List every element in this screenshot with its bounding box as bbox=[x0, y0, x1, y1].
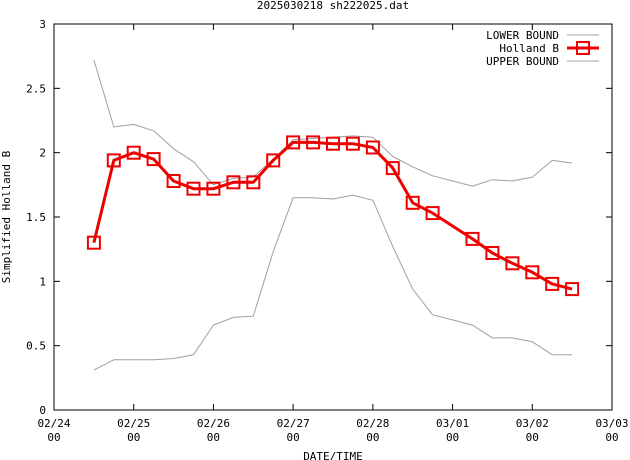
data-point-holland-b bbox=[166, 174, 181, 188]
y-tick-label: 0.5 bbox=[26, 340, 46, 353]
data-point-holland-b bbox=[425, 206, 440, 221]
data-point-holland-b bbox=[286, 135, 301, 150]
x-tick-label-hour: 00 bbox=[207, 431, 220, 444]
legend-marker-holland-b bbox=[576, 41, 590, 55]
series-line-upper-bound bbox=[93, 59, 573, 187]
x-tick-label-date: 03/01 bbox=[436, 417, 469, 430]
y-axis-title: Simplified Holland B bbox=[0, 150, 13, 283]
y-tick-label: 0 bbox=[39, 404, 46, 417]
data-point-holland-b bbox=[186, 181, 201, 196]
x-tick-label-hour: 00 bbox=[446, 431, 459, 444]
data-point-holland-b bbox=[505, 256, 520, 271]
x-tick-label-hour: 00 bbox=[287, 431, 300, 444]
data-point-holland-b bbox=[545, 276, 560, 291]
data-point-holland-b bbox=[525, 265, 540, 280]
data-point-holland-b bbox=[266, 153, 281, 168]
legend-label-lower-bound: LOWER BOUND bbox=[486, 29, 559, 42]
x-tick-label-hour: 00 bbox=[366, 431, 379, 444]
x-tick-label-hour: 00 bbox=[605, 431, 618, 444]
data-point-holland-b bbox=[326, 136, 340, 151]
data-point-holland-b bbox=[485, 246, 500, 260]
data-point-holland-b bbox=[226, 175, 241, 190]
data-point-holland-b bbox=[86, 235, 101, 250]
data-point-holland-b bbox=[146, 152, 161, 167]
data-point-holland-b bbox=[405, 195, 420, 210]
series-layer bbox=[86, 59, 580, 371]
x-tick-label-date: 02/25 bbox=[117, 417, 150, 430]
y-axis: 0 0.5 1 1.5 2 2.5 3 bbox=[26, 18, 612, 417]
data-point-holland-b bbox=[345, 136, 360, 151]
series-line-holland-b bbox=[92, 140, 573, 291]
x-tick-label-date: 02/24 bbox=[37, 417, 70, 430]
data-point-holland-b bbox=[365, 140, 380, 155]
x-tick-label-date: 03/03 bbox=[595, 417, 628, 430]
y-tick-label: 2 bbox=[39, 147, 46, 160]
plot-area-border bbox=[53, 23, 613, 411]
series-line-lower-bound bbox=[93, 194, 573, 371]
x-tick-label-date: 03/02 bbox=[516, 417, 549, 430]
x-axis: 02/240002/250002/260002/270002/280003/01… bbox=[37, 24, 629, 444]
chart-title: 2025030218 sh222025.dat bbox=[257, 0, 409, 12]
data-point-holland-b bbox=[385, 161, 400, 176]
y-tick-label: 2.5 bbox=[26, 82, 46, 95]
legend-label-holland-b: Holland B bbox=[499, 42, 559, 55]
data-point-holland-b bbox=[306, 135, 321, 150]
x-tick-label-date: 02/27 bbox=[277, 417, 310, 430]
x-tick-label-hour: 00 bbox=[47, 431, 60, 444]
y-tick-label: 1 bbox=[39, 275, 46, 288]
data-point-holland-b bbox=[106, 153, 121, 168]
data-point-holland-b bbox=[246, 175, 261, 190]
x-tick-label-date: 02/26 bbox=[197, 417, 230, 430]
y-tick-label: 3 bbox=[39, 18, 46, 31]
data-point-holland-b bbox=[465, 231, 480, 246]
x-axis-title: DATE/TIME bbox=[303, 450, 363, 460]
data-point-holland-b bbox=[206, 181, 221, 196]
x-tick-label-date: 02/28 bbox=[356, 417, 389, 430]
x-tick-label-hour: 00 bbox=[127, 431, 140, 444]
legend-label-upper-bound: UPPER BOUND bbox=[486, 55, 559, 68]
data-point-holland-b bbox=[126, 145, 141, 160]
x-tick-label-hour: 00 bbox=[526, 431, 539, 444]
y-tick-label: 1.5 bbox=[26, 211, 46, 224]
data-point-holland-b bbox=[565, 282, 580, 297]
